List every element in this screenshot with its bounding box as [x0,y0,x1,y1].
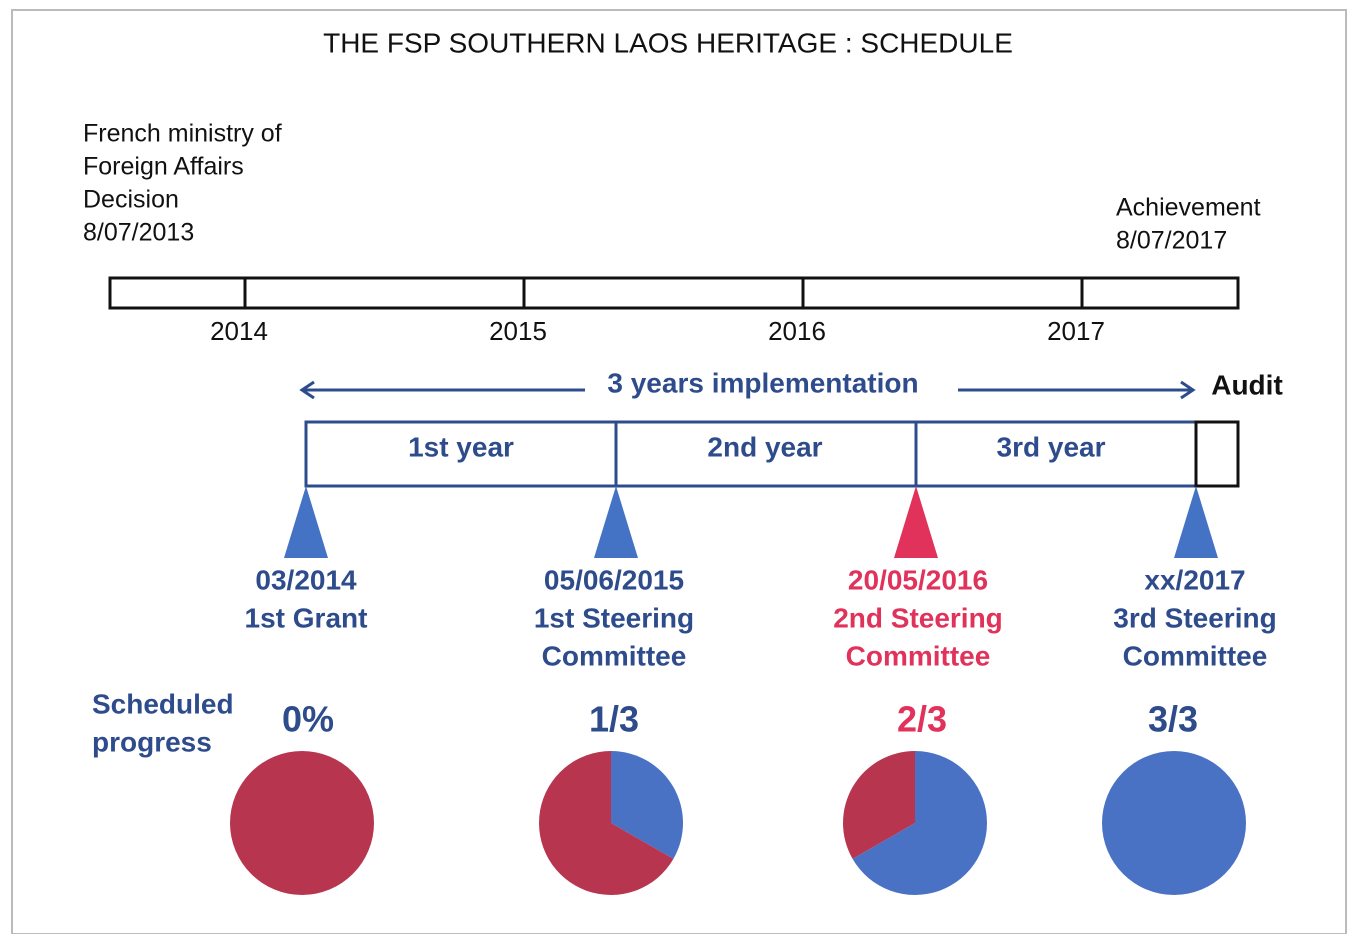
milestone-text: 2nd Steering [833,602,1003,633]
phase-label: 2nd year [707,431,822,462]
year-label: 2017 [1047,316,1105,346]
milestone-marker [284,486,328,558]
start-note: 8/07/2013 [83,219,194,247]
start-note: French ministry of [83,120,282,148]
milestone-text: 1st Steering [534,602,694,633]
year-label: 2015 [489,316,547,346]
progress-label: 3/3 [1148,699,1198,740]
start-note: Foreign Affairs [83,153,244,181]
phase-label: 1st year [408,431,514,462]
pie-slice-remaining [539,751,674,895]
year-label: 2014 [210,316,268,346]
milestone-text: Committee [846,640,991,671]
pie-slice-done [852,750,987,895]
milestone-text: 05/06/2015 [544,564,684,595]
pie-slice-done [611,751,684,859]
milestone-text: 3rd Steering [1113,602,1276,633]
implementation-label: 3 years implementation [607,367,918,398]
progress-label: 0% [282,699,334,740]
milestone-text: 20/05/2016 [848,564,988,595]
pie-slice [1102,751,1246,895]
phase-label: 3rd year [997,431,1106,462]
year-bar [108,276,1240,310]
milestone-text: Committee [542,640,687,671]
milestone-marker [594,486,638,558]
progress-label: 2/3 [897,699,947,740]
end-note: 8/07/2017 [1116,227,1227,255]
progress-caption: progress [92,726,212,757]
pie-slice-remaining [843,751,915,859]
progress-caption: Scheduled [92,688,234,719]
implementation-arrows [299,380,1196,400]
title: THE FSP SOUTHERN LAOS HERITAGE : SCHEDUL… [323,27,1013,58]
year-label: 2016 [768,316,826,346]
audit-box [1194,420,1240,488]
progress-label: 1/3 [589,699,639,740]
milestone-marker [894,486,938,558]
phase-bar [304,420,1198,488]
end-note: Achievement [1116,194,1261,222]
milestone-text: 03/2014 [255,564,357,595]
audit-label: Audit [1211,369,1283,400]
pie-slice [230,751,374,895]
milestone-marker [1174,486,1218,558]
start-note: Decision [83,186,179,214]
milestone-text: xx/2017 [1144,564,1245,595]
milestone-text: 1st Grant [245,602,368,633]
milestone-text: Committee [1123,640,1268,671]
